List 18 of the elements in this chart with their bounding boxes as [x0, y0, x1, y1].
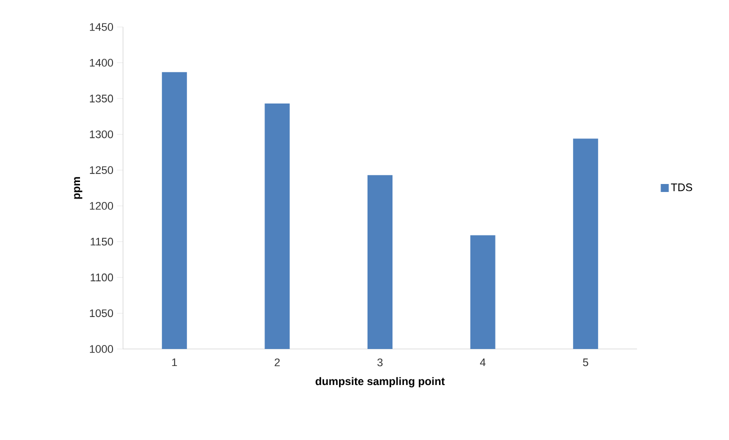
x-tick-label: 1	[172, 358, 177, 366]
x-tick-label: 4	[480, 358, 486, 366]
y-tick-label: 1450	[90, 23, 114, 31]
x-tick-label: 3	[377, 358, 383, 366]
y-tick-label: 1350	[90, 94, 114, 102]
x-axis-title: dumpsite sampling point	[316, 377, 445, 388]
y-tick-label: 1100	[90, 274, 114, 282]
y-tick-label: 1000	[90, 345, 114, 353]
legend-label: TDS	[670, 183, 692, 192]
y-tick-label: 1050	[90, 309, 114, 318]
y-axis-title: ppm	[74, 177, 82, 199]
x-tick-label: 2	[274, 358, 280, 366]
x-tick-label: 5	[582, 358, 588, 366]
y-tick-label: 1250	[90, 166, 114, 174]
y-tick-label: 1400	[90, 58, 114, 67]
y-tick-label: 1150	[90, 238, 114, 246]
y-tick-label: 1200	[90, 202, 114, 210]
y-tick-label: 1300	[90, 130, 114, 138]
